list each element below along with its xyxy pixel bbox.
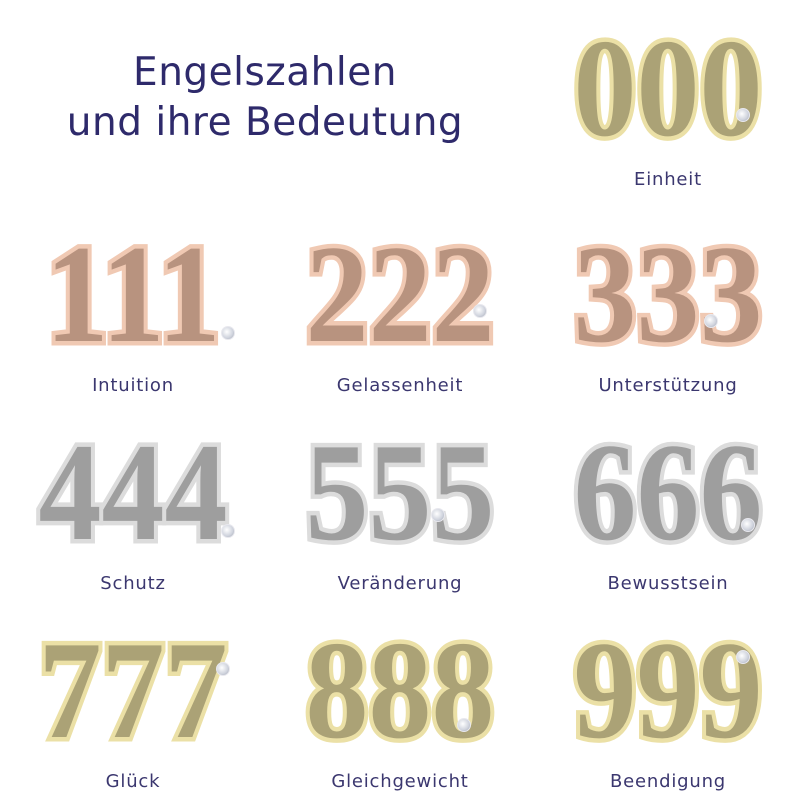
meaning-label: Bewusstsein [607,573,729,594]
diamond-icon [216,662,231,676]
meaning-label: Einheit [634,169,702,190]
angel-number-item: 444 Schutz [3,411,263,594]
angel-number: 111 [41,213,224,377]
angel-number: 444 [34,411,231,575]
angel-number-item: 555 Veränderung [270,411,530,595]
angel-number-item: 333 Unterstützung [538,213,798,397]
meaning-label: Glück [105,771,161,792]
angel-number-item: 777 Glück [3,609,263,793]
meaning-label: Unterstützung [598,375,738,396]
diamond-icon [221,524,236,538]
angel-number-item: 666 Bewusstsein [538,411,798,595]
angel-number: 777 [34,609,231,773]
diamond-icon [431,508,446,522]
diamond-icon [740,518,755,532]
angel-number-item: 111 Intuition [3,213,263,396]
diamond-icon [735,108,750,122]
title-line-1: Engelszahlen [133,50,397,95]
meaning-label: Beendigung [610,771,726,792]
title-line-2: und ihre Bedeutung [66,100,464,145]
angel-number: 999 [569,609,766,773]
meaning-label: Veränderung [337,573,463,594]
diamond-icon [221,326,236,340]
page-title: Engelszahlen und ihre Bedeutung [30,48,500,148]
diamond-icon [457,718,472,732]
meaning-label: Gleichgewicht [331,771,469,792]
diamond-icon [735,650,750,664]
angel-number: 222 [301,213,498,377]
angel-number-item: 222 Gelassenheit [270,213,530,397]
angel-number-item: 000 Einheit [538,7,798,191]
meaning-label: Intuition [92,375,174,396]
diamond-icon [472,304,487,318]
angel-number-item: 999 Beendigung [538,609,798,793]
angel-number: 888 [301,609,498,773]
meaning-label: Gelassenheit [336,375,464,396]
angel-number-item: 888 Gleichgewicht [270,609,530,793]
angel-number: 555 [301,411,498,575]
meaning-label: Schutz [100,573,166,594]
angel-number: 666 [569,411,766,575]
angel-number: 000 [569,7,766,171]
angel-number: 333 [569,213,766,377]
diamond-icon [704,314,719,328]
